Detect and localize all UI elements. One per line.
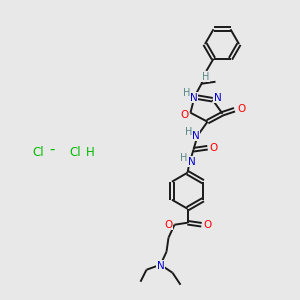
Text: N: N (188, 157, 195, 167)
Text: N: N (214, 93, 221, 103)
Text: H: H (202, 72, 209, 82)
Text: H: H (183, 88, 190, 98)
Text: H: H (180, 153, 187, 163)
Text: Cl: Cl (69, 146, 81, 158)
Text: O: O (237, 104, 246, 114)
Text: O: O (203, 220, 211, 230)
Text: -: - (49, 142, 55, 157)
Text: O: O (164, 220, 172, 230)
Text: H: H (85, 146, 94, 158)
Text: N: N (192, 131, 200, 141)
Text: O: O (209, 143, 217, 153)
Text: N: N (190, 93, 197, 103)
Text: H: H (185, 127, 192, 137)
Text: Cl: Cl (32, 146, 44, 158)
Text: O: O (180, 110, 189, 120)
Text: N: N (157, 261, 164, 271)
